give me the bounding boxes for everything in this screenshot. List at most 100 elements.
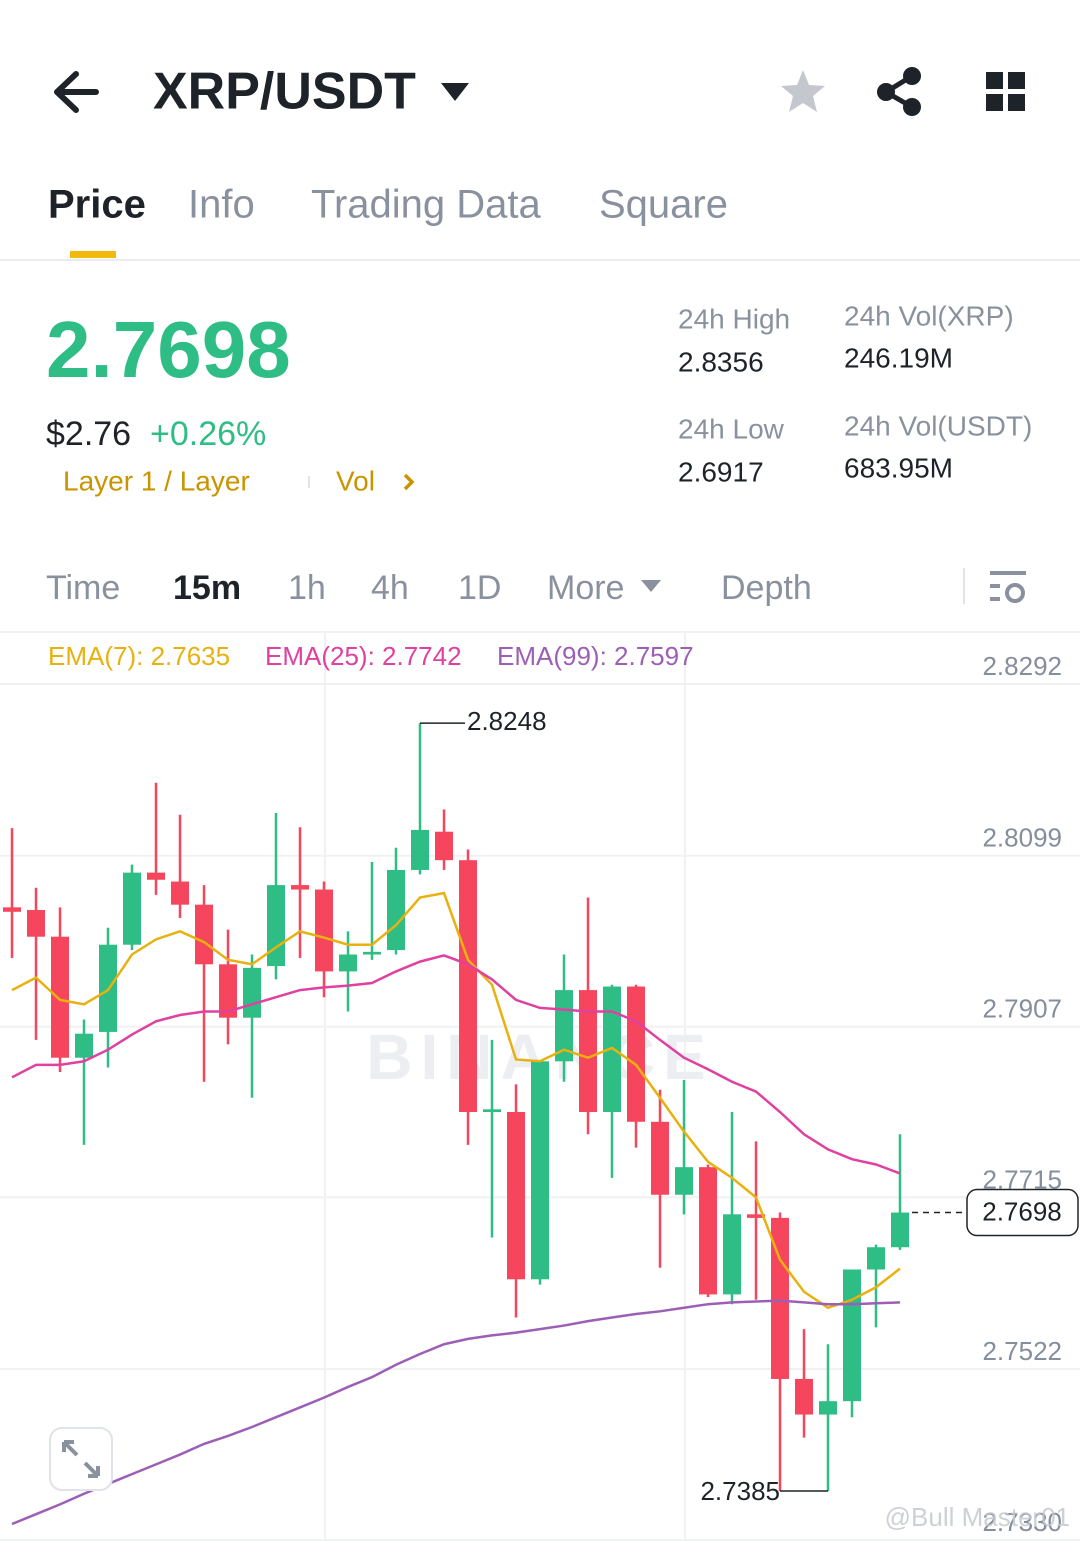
settings-bar — [990, 571, 1026, 575]
candle-body — [267, 885, 285, 967]
settings-gear — [1005, 583, 1025, 603]
candle-body — [771, 1217, 789, 1379]
settings-bar — [990, 597, 1000, 601]
candle-body — [411, 829, 429, 870]
share-links — [881, 73, 914, 110]
candle-body — [435, 831, 453, 861]
stat-label: 24h High — [678, 303, 790, 334]
candle-body — [747, 1214, 765, 1218]
candle-body — [171, 881, 189, 905]
candle-body — [891, 1212, 909, 1248]
candlestick-chart: BINANCE2.82922.80992.79072.77152.75222.7… — [0, 641, 1080, 1541]
back-arrow — [54, 71, 99, 113]
interval[interactable]: 1h — [288, 569, 326, 607]
menu-square — [986, 94, 1003, 111]
settings-bar — [990, 584, 1000, 588]
menu-square — [1008, 94, 1025, 111]
pair-title[interactable]: XRP/USDT — [153, 63, 416, 121]
candle-body — [627, 986, 645, 1122]
interval[interactable]: Depth — [721, 569, 812, 607]
y-tick-label: 2.8099 — [982, 823, 1062, 853]
expand-icon — [62, 1440, 100, 1478]
usd-price: $2.76 — [46, 415, 131, 453]
high-label: 2.8248 — [467, 706, 547, 736]
interval[interactable]: More — [547, 569, 624, 607]
expand-frame — [49, 1427, 113, 1491]
stat-value: 2.8356 — [678, 346, 764, 377]
candle-body — [675, 1167, 693, 1195]
interval[interactable]: Time — [46, 569, 120, 607]
stat-label: 24h Vol(XRP) — [844, 300, 1014, 331]
candle-body — [531, 1061, 549, 1280]
tab-indicator — [70, 251, 116, 258]
ema-line — [11, 1299, 901, 1526]
tab[interactable]: Square — [599, 183, 728, 227]
y-tick-label: 2.7907 — [982, 993, 1062, 1023]
candle-body — [315, 889, 333, 972]
candle-body — [819, 1401, 837, 1415]
interval[interactable]: 15m — [173, 569, 241, 607]
legend-entry: EMA(99): 2.7597 — [497, 641, 694, 671]
legend-entry: EMA(25): 2.7742 — [265, 641, 462, 671]
candle-body — [123, 872, 141, 945]
chart-settings[interactable] — [990, 571, 1026, 603]
ema-line — [11, 954, 901, 1175]
candle-body — [27, 910, 45, 937]
candle-body — [291, 885, 309, 890]
y-tick-label: 2.7330 — [982, 1507, 1062, 1537]
candle-body — [795, 1378, 813, 1415]
tag-chevron — [403, 473, 415, 491]
menu-icon[interactable] — [986, 72, 1025, 111]
expand-button[interactable] — [49, 1427, 113, 1491]
candle-body — [555, 990, 573, 1062]
menu-square — [1008, 72, 1025, 89]
candle-body — [51, 936, 69, 1058]
candle-body — [723, 1214, 741, 1295]
candle-body — [75, 1033, 93, 1058]
candle-body — [507, 1112, 525, 1280]
interval[interactable]: 4h — [371, 569, 409, 607]
candle-body — [363, 951, 381, 955]
candle-body — [195, 904, 213, 965]
last-price-label: 2.7698 — [982, 1196, 1062, 1226]
y-tick-label: 2.7522 — [982, 1336, 1062, 1366]
low-label: 2.7385 — [700, 1476, 780, 1506]
candle-body — [243, 967, 261, 1018]
candle-body — [579, 990, 597, 1112]
candle-body — [339, 954, 357, 972]
candle-body — [219, 964, 237, 1018]
watermark: @Bull Master01 — [885, 1502, 1070, 1532]
stat-value: 246.19M — [844, 342, 953, 373]
ema-line — [11, 891, 901, 1310]
candle-body — [387, 869, 405, 951]
share-icon[interactable] — [877, 67, 921, 116]
candle-body — [147, 872, 165, 880]
category-tag[interactable]: Vol — [336, 465, 375, 496]
menu-square — [986, 72, 1003, 89]
interval[interactable]: 1D — [458, 569, 501, 607]
y-tick-label: 2.8292 — [982, 651, 1062, 681]
candle-body — [843, 1269, 861, 1402]
price-change: +0.26% — [150, 415, 266, 453]
back-button[interactable] — [54, 71, 99, 113]
candle-body — [483, 1109, 501, 1112]
last-price: 2.7698 — [46, 305, 291, 394]
favorite-icon[interactable] — [781, 70, 825, 112]
stat-label: 24h Vol(USDT) — [844, 410, 1032, 441]
last-price-box — [966, 1188, 1079, 1237]
stat-label: 24h Low — [678, 413, 785, 444]
candle-body — [867, 1247, 885, 1270]
tab[interactable]: Price — [48, 183, 146, 227]
candle-body — [3, 907, 21, 912]
tab[interactable]: Trading Data — [311, 183, 542, 227]
candle-body — [651, 1121, 669, 1195]
tab[interactable]: Info — [188, 183, 255, 227]
category-tag[interactable]: Layer 1 / Layer — [63, 465, 250, 496]
stat-value: 683.95M — [844, 452, 953, 483]
candle-body — [459, 860, 477, 1112]
more-dropdown — [641, 580, 661, 592]
stat-value: 2.6917 — [678, 456, 764, 487]
pair-dropdown[interactable] — [441, 83, 469, 101]
